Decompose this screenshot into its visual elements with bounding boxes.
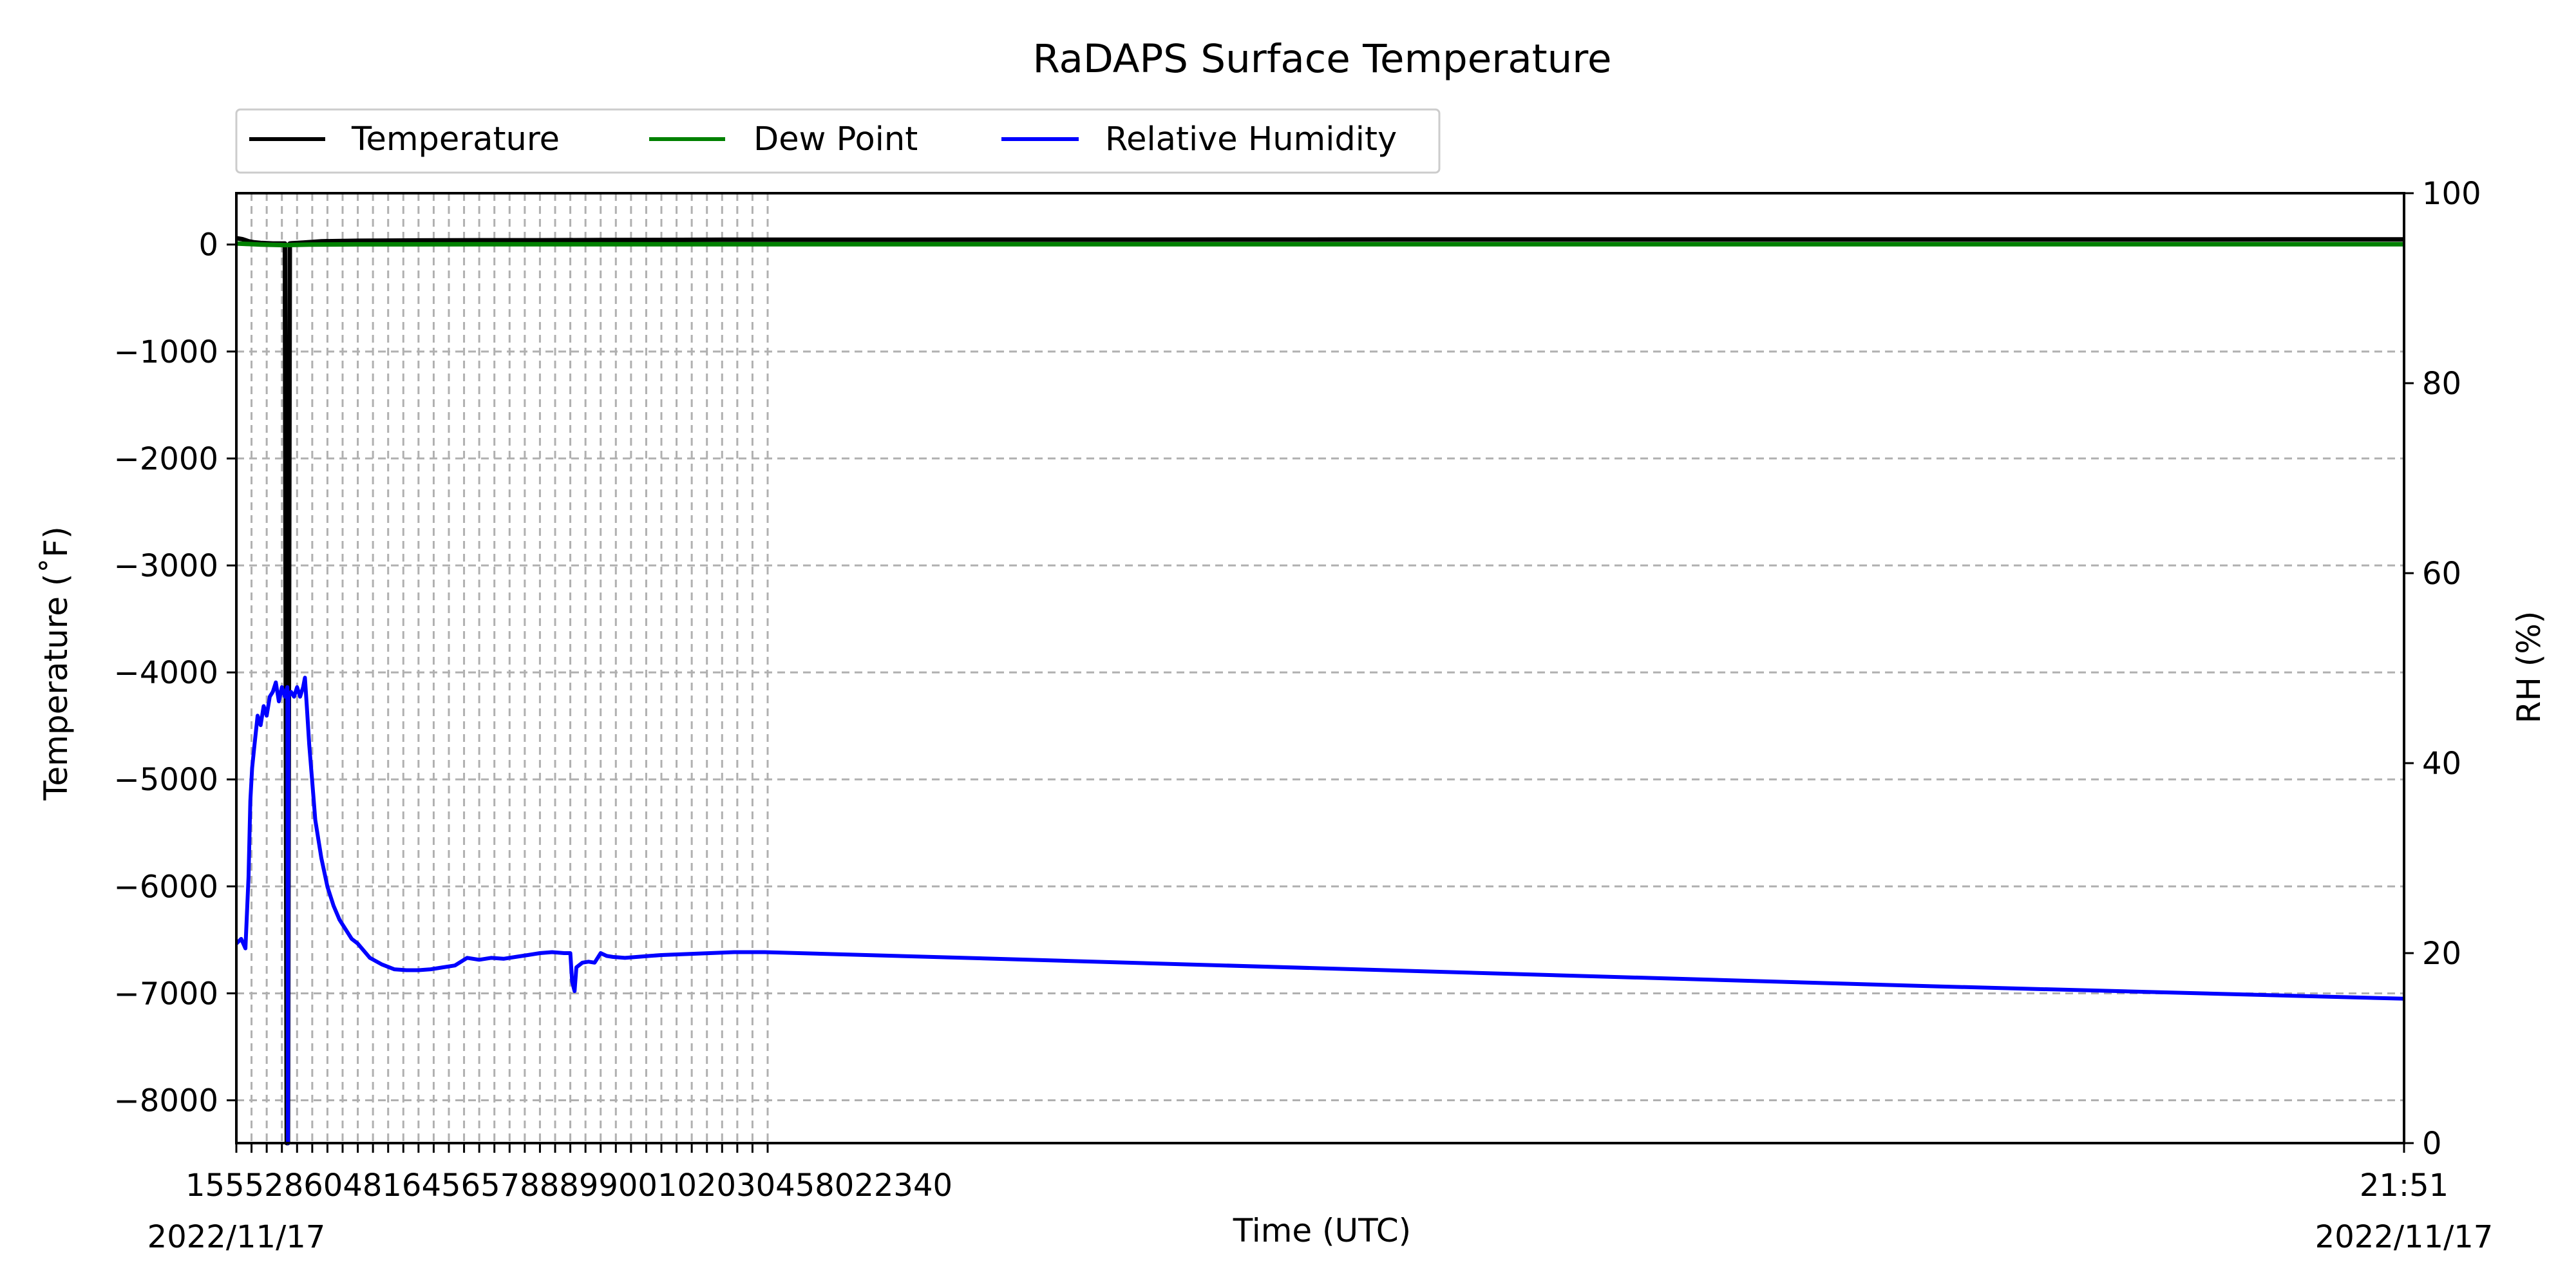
x-tick-label-end: 21:51 xyxy=(2360,1168,2448,1204)
x-date-right: 2022/11/17 xyxy=(2315,1219,2494,1255)
y-left-tick-label: −5000 xyxy=(114,762,218,798)
legend-label-dew-point: Dew Point xyxy=(753,120,918,158)
series-relative-humidity-line xyxy=(234,676,2405,1145)
x-tick-label-dense: 155528604816456578889900102030458022340 xyxy=(185,1168,952,1204)
y-right-tick-label: 100 xyxy=(2422,176,2481,212)
axes-layer: 0 −1000 −2000 −3000 −4000 −5000 −6000 −7000 −800… xyxy=(114,176,2481,1162)
x-date-left: 2022/11/17 xyxy=(147,1219,326,1255)
y-left-tick-label: −1000 xyxy=(114,334,218,370)
y-left-tick-label: −7000 xyxy=(114,976,218,1012)
y-left-tick-label: −6000 xyxy=(114,869,218,905)
legend-label-relative-humidity: Relative Humidity xyxy=(1105,120,1397,158)
legend-label-temperature: Temperature xyxy=(351,120,560,158)
legend: Temperature Dew Point Relative Humidity xyxy=(235,108,1441,174)
x-axis-title: Time (UTC) xyxy=(1233,1212,1411,1249)
grid-layer xyxy=(235,193,2404,1143)
y-right-tick-label: 60 xyxy=(2422,556,2461,592)
chart-title: RaDAPS Surface Temperature xyxy=(1032,36,1611,82)
legend-box xyxy=(235,108,1441,174)
y-axis-right-title: RH (%) xyxy=(2510,611,2548,724)
plot-frame xyxy=(235,192,2405,1144)
y-right-tick-label: 40 xyxy=(2422,746,2461,782)
y-left-tick-label: −2000 xyxy=(114,441,218,477)
y-left-tick-label: −8000 xyxy=(114,1083,218,1119)
y-axis-left-title: Temperature (˚F) xyxy=(37,526,75,800)
y-left-tick-label: −3000 xyxy=(114,548,218,584)
series-dew-point-line xyxy=(236,241,2404,248)
y-right-tick-label: 20 xyxy=(2422,936,2461,972)
series-layer xyxy=(234,236,2405,1146)
y-left-tick-label: 0 xyxy=(198,227,218,263)
y-right-tick-label: 0 xyxy=(2422,1126,2442,1162)
y-left-tick-label: −4000 xyxy=(114,655,218,691)
series-temperature-line xyxy=(236,236,2405,1146)
y-right-tick-label: 80 xyxy=(2422,366,2461,402)
